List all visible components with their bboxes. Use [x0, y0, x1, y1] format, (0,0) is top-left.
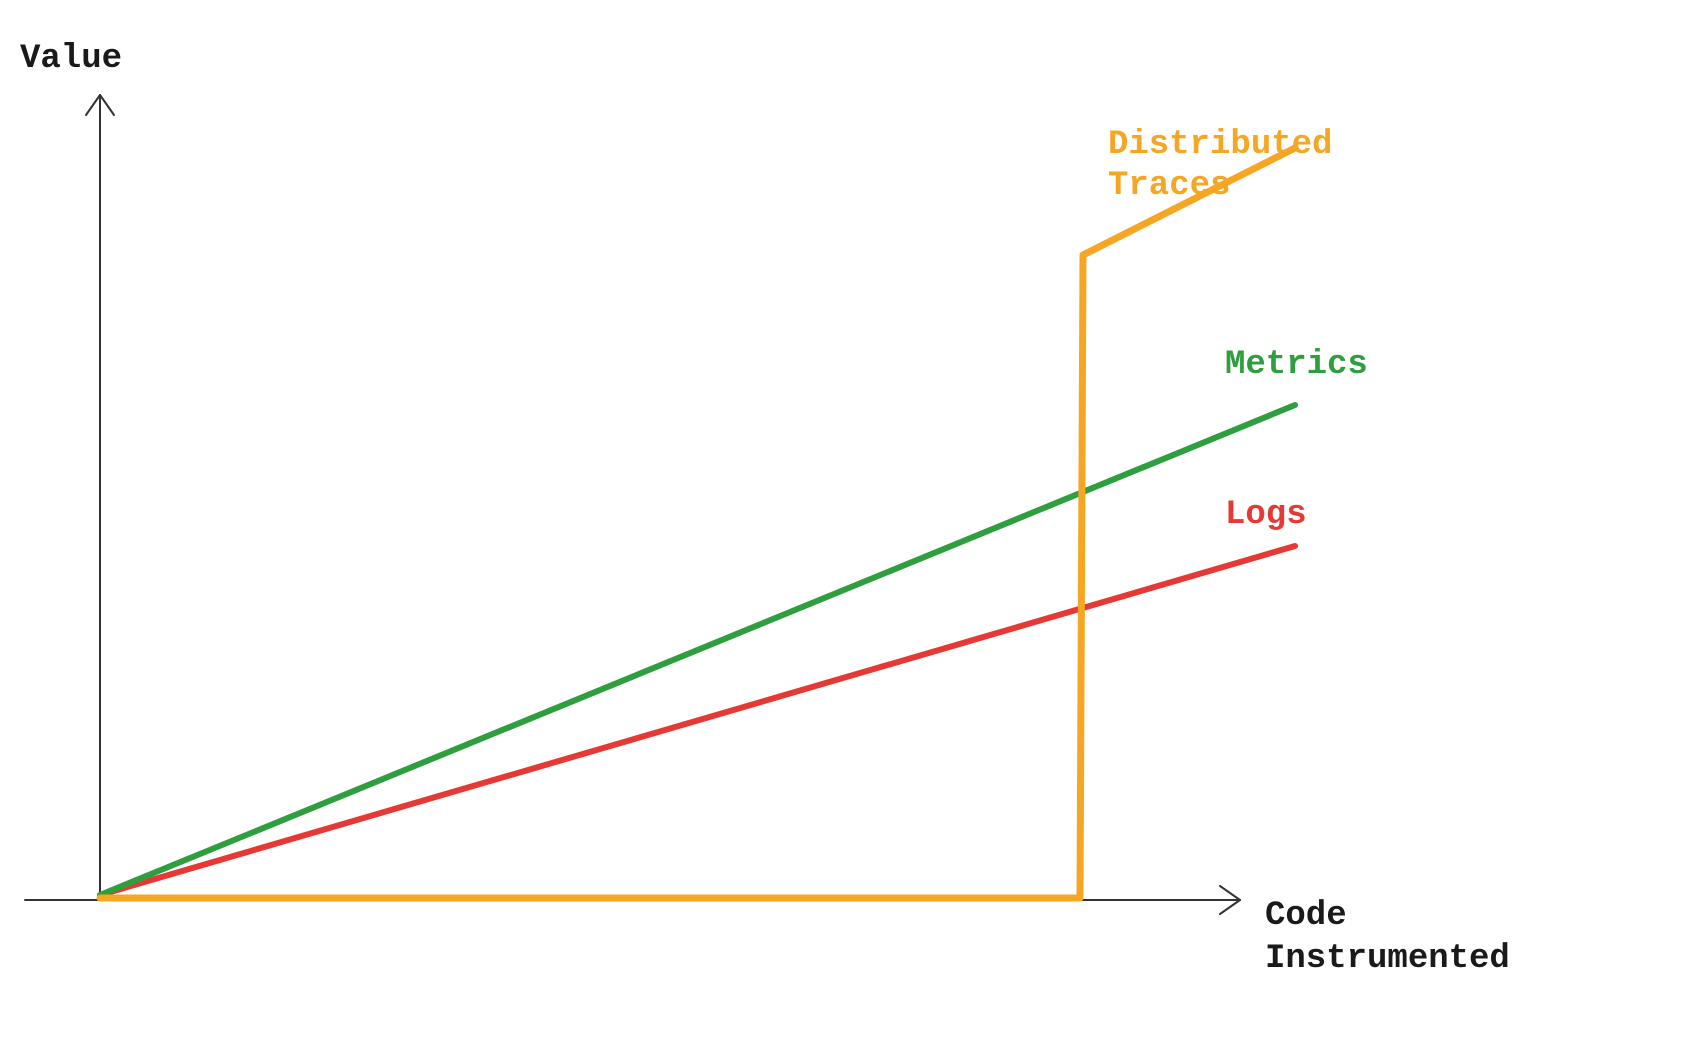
x-axis-label: Code Instrumented: [1265, 895, 1510, 980]
chart-svg: [0, 0, 1689, 1046]
logs-series-label: Logs: [1225, 495, 1307, 536]
line-chart: Value Code Instrumented Logs Metrics Dis…: [0, 0, 1689, 1046]
x-axis-label-line2: Instrumented: [1265, 938, 1510, 981]
metrics-line: [100, 405, 1295, 895]
metrics-series-label: Metrics: [1225, 345, 1368, 386]
distributed-traces-line: [100, 148, 1295, 898]
distributed-traces-series-label: Distributed Traces: [1108, 125, 1332, 207]
y-axis-label: Value: [20, 40, 122, 78]
distributed-traces-label-line1: Distributed: [1108, 125, 1332, 166]
logs-line: [100, 546, 1295, 895]
x-axis-label-line1: Code: [1265, 895, 1510, 938]
series-group: [100, 148, 1295, 898]
distributed-traces-label-line2: Traces: [1108, 166, 1332, 207]
